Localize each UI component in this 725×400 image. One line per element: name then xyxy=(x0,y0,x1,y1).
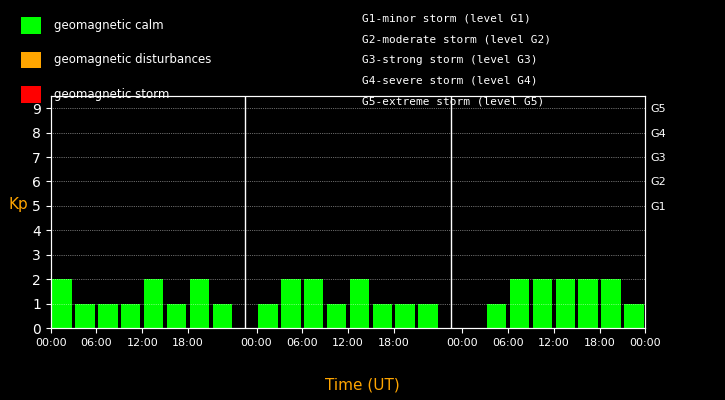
Bar xyxy=(98,304,117,328)
Bar xyxy=(349,279,369,328)
FancyBboxPatch shape xyxy=(21,86,41,103)
Text: geomagnetic disturbances: geomagnetic disturbances xyxy=(54,54,211,66)
Bar xyxy=(510,279,529,328)
Bar xyxy=(258,304,278,328)
FancyBboxPatch shape xyxy=(21,17,41,34)
Bar xyxy=(212,304,232,328)
Bar xyxy=(281,279,301,328)
Bar xyxy=(579,279,598,328)
Bar xyxy=(487,304,506,328)
Text: geomagnetic storm: geomagnetic storm xyxy=(54,88,169,101)
Y-axis label: Kp: Kp xyxy=(9,197,28,212)
Bar xyxy=(601,279,621,328)
Bar xyxy=(121,304,141,328)
Bar xyxy=(167,304,186,328)
FancyBboxPatch shape xyxy=(21,52,41,68)
Bar xyxy=(373,304,392,328)
Bar xyxy=(304,279,323,328)
Bar xyxy=(327,304,347,328)
Bar xyxy=(533,279,552,328)
Text: G5-extreme storm (level G5): G5-extreme storm (level G5) xyxy=(362,97,544,107)
Bar xyxy=(52,279,72,328)
Text: geomagnetic calm: geomagnetic calm xyxy=(54,19,163,32)
Bar xyxy=(555,279,575,328)
Bar xyxy=(75,304,95,328)
Bar xyxy=(418,304,438,328)
Text: G4-severe storm (level G4): G4-severe storm (level G4) xyxy=(362,76,538,86)
Bar xyxy=(624,304,644,328)
Text: G1-minor storm (level G1): G1-minor storm (level G1) xyxy=(362,13,531,23)
Bar xyxy=(190,279,209,328)
Text: G2-moderate storm (level G2): G2-moderate storm (level G2) xyxy=(362,34,552,44)
Text: G3-strong storm (level G3): G3-strong storm (level G3) xyxy=(362,55,538,65)
Text: Time (UT): Time (UT) xyxy=(325,377,400,392)
Bar xyxy=(144,279,163,328)
Bar xyxy=(395,304,415,328)
